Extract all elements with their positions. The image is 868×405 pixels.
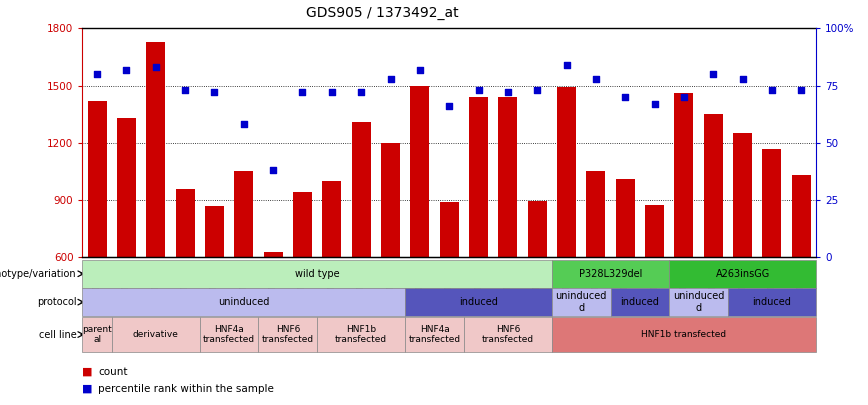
Bar <box>469 97 488 257</box>
Point <box>325 89 339 96</box>
Bar <box>175 189 194 257</box>
Point <box>384 75 398 82</box>
Bar <box>117 118 136 257</box>
Point <box>589 75 602 82</box>
Bar <box>293 192 312 257</box>
Text: parent
al: parent al <box>82 325 112 344</box>
Text: A263insGG: A263insGG <box>715 269 770 279</box>
Point <box>207 89 221 96</box>
Text: derivative: derivative <box>133 330 179 339</box>
Text: GDS905 / 1373492_at: GDS905 / 1373492_at <box>306 6 458 20</box>
Bar <box>352 122 371 257</box>
Bar <box>498 97 517 257</box>
Point <box>618 94 632 100</box>
Point <box>794 87 808 94</box>
Bar <box>704 114 723 257</box>
Point <box>90 71 104 77</box>
Text: induced: induced <box>621 297 660 307</box>
Bar <box>381 143 400 257</box>
Text: HNF1b
transfected: HNF1b transfected <box>335 325 387 344</box>
Point <box>501 89 515 96</box>
Text: percentile rank within the sample: percentile rank within the sample <box>98 384 274 394</box>
Point <box>354 89 368 96</box>
Bar <box>615 179 635 257</box>
Point <box>442 103 457 109</box>
Text: induced: induced <box>459 297 498 307</box>
Text: cell line: cell line <box>39 330 76 339</box>
Text: uninduced
d: uninduced d <box>673 291 724 313</box>
Text: uninduced: uninduced <box>218 297 269 307</box>
Point <box>471 87 485 94</box>
Bar <box>411 85 430 257</box>
Text: HNF4a
transfected: HNF4a transfected <box>409 325 461 344</box>
Point <box>648 100 661 107</box>
Bar <box>440 202 458 257</box>
Point <box>149 64 163 70</box>
Point <box>707 71 720 77</box>
Text: induced: induced <box>753 297 792 307</box>
Text: protocol: protocol <box>36 297 76 307</box>
Point <box>413 66 427 73</box>
Text: HNF1b transfected: HNF1b transfected <box>641 330 727 339</box>
Bar <box>645 205 664 257</box>
Bar <box>674 93 694 257</box>
Text: HNF6
transfected: HNF6 transfected <box>482 325 534 344</box>
Point <box>237 121 251 128</box>
Bar <box>792 175 811 257</box>
Bar <box>557 87 576 257</box>
Text: HNF6
transfected: HNF6 transfected <box>262 325 314 344</box>
Point <box>677 94 691 100</box>
Text: count: count <box>98 367 128 377</box>
Text: HNF4a
transfected: HNF4a transfected <box>203 325 255 344</box>
Bar <box>733 133 752 257</box>
Point <box>530 87 544 94</box>
Bar <box>205 206 224 257</box>
Text: wild type: wild type <box>295 269 339 279</box>
Text: ■: ■ <box>82 367 93 377</box>
Point <box>295 89 309 96</box>
Bar <box>762 149 781 257</box>
Text: ■: ■ <box>82 384 93 394</box>
Point <box>560 62 574 68</box>
Point <box>178 87 192 94</box>
Text: genotype/variation: genotype/variation <box>0 269 76 279</box>
Bar <box>587 171 605 257</box>
Bar <box>528 201 547 257</box>
Point <box>266 167 280 173</box>
Bar <box>322 181 341 257</box>
Text: uninduced
d: uninduced d <box>556 291 607 313</box>
Point <box>765 87 779 94</box>
Bar <box>264 252 283 257</box>
Bar <box>147 42 165 257</box>
Text: P328L329del: P328L329del <box>579 269 642 279</box>
Bar <box>88 101 107 257</box>
Point <box>735 75 749 82</box>
Bar <box>234 171 253 257</box>
Point <box>120 66 134 73</box>
